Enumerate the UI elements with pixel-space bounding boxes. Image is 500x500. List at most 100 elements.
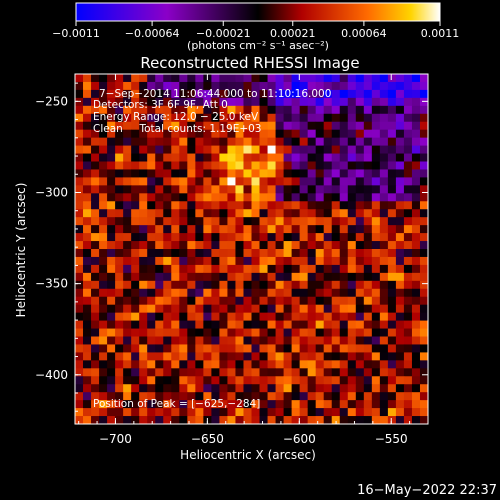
heatmap-cell xyxy=(331,233,341,242)
heatmap-cell xyxy=(339,288,349,298)
footer-timestamp: 16−May−2022 22:37 xyxy=(357,483,497,498)
heatmap-cell xyxy=(83,256,92,266)
heatmap-cell xyxy=(107,225,116,234)
heatmap-cell xyxy=(411,129,421,139)
heatmap-cell xyxy=(171,392,180,401)
heatmap-cell xyxy=(243,137,252,146)
heatmap-cell xyxy=(331,304,341,314)
heatmap-cell xyxy=(243,296,252,306)
heatmap-cell xyxy=(315,113,325,123)
heatmap-cell xyxy=(235,328,244,337)
heatmap-cell xyxy=(355,74,365,83)
heatmap-cell xyxy=(371,249,381,258)
heatmap-cell xyxy=(395,360,405,369)
heatmap-cell xyxy=(203,360,212,369)
heatmap-cell xyxy=(115,81,124,91)
heatmap-cell xyxy=(307,296,317,306)
heatmap-cell xyxy=(227,392,236,401)
heatmap-cell xyxy=(123,161,132,170)
heatmap-cell xyxy=(267,392,276,401)
heatmap-cell xyxy=(219,249,228,258)
heatmap-cell xyxy=(315,249,325,258)
heatmap-cell xyxy=(235,320,244,329)
heatmap-cell xyxy=(355,392,365,401)
heatmap-cell xyxy=(371,233,381,242)
heatmap-cell xyxy=(195,249,204,258)
heatmap-cell xyxy=(219,225,228,234)
heatmap-cell xyxy=(323,296,333,306)
heatmap-cell xyxy=(379,113,389,123)
heatmap-cell xyxy=(83,304,92,314)
heatmap-cell xyxy=(323,320,333,329)
heatmap-cell xyxy=(179,161,188,170)
heatmap-cell xyxy=(379,145,389,154)
heatmap-cell xyxy=(171,145,180,154)
heatmap-cell xyxy=(323,74,333,83)
heatmap-cell xyxy=(107,368,116,377)
heatmap-cell xyxy=(291,392,301,401)
heatmap-cell xyxy=(387,360,397,369)
heatmap-cell xyxy=(283,296,293,306)
heatmap-cell xyxy=(283,113,293,123)
heatmap-cell xyxy=(83,328,92,337)
heatmap-cell xyxy=(171,336,180,345)
heatmap-cell xyxy=(259,344,268,353)
heatmap-cell xyxy=(395,201,405,210)
heatmap-cell xyxy=(163,145,172,154)
heatmap-cell xyxy=(123,193,132,202)
heatmap-cell xyxy=(243,320,252,329)
heatmap-cell xyxy=(115,336,124,345)
heatmap-cell xyxy=(203,97,212,107)
heatmap-cell xyxy=(211,320,220,329)
heatmap-cell xyxy=(251,129,260,139)
heatmap-cell xyxy=(371,376,381,385)
heatmap-cell xyxy=(227,217,236,226)
heatmap-cell xyxy=(363,264,373,274)
colorbar-tick-label: 0.0011 xyxy=(421,27,460,40)
heatmap-cell xyxy=(411,272,421,282)
heatmap-cell xyxy=(195,392,204,401)
heatmap-cell xyxy=(339,408,349,417)
heatmap-cell xyxy=(99,408,108,417)
heatmap-cell xyxy=(347,296,357,306)
heatmap-cell xyxy=(323,153,333,162)
heatmap-cell xyxy=(419,121,429,131)
heatmap-cell xyxy=(275,113,284,123)
heatmap-cell xyxy=(283,233,293,242)
heatmap-cell xyxy=(131,408,140,417)
heatmap-cell xyxy=(139,376,148,385)
annotation-peak: Position of Peak = [−625,−284] xyxy=(93,398,260,410)
heatmap-cell xyxy=(243,121,252,131)
heatmap-cell xyxy=(283,105,293,115)
heatmap-cell xyxy=(355,344,365,353)
heatmap-cell xyxy=(227,288,236,298)
heatmap-cell xyxy=(363,376,373,385)
heatmap-cell xyxy=(219,153,228,162)
heatmap-cell xyxy=(75,193,84,202)
heatmap-cell xyxy=(195,193,204,202)
heatmap-cell xyxy=(227,400,236,409)
heatmap-cell xyxy=(299,328,309,337)
heatmap-cell xyxy=(363,416,373,425)
heatmap-cell xyxy=(315,177,325,186)
heatmap-cell xyxy=(347,360,357,369)
heatmap-cell xyxy=(227,336,236,345)
heatmap-cell xyxy=(187,256,196,266)
heatmap-cell xyxy=(411,209,421,218)
heatmap-cell xyxy=(419,320,429,329)
heatmap-cell xyxy=(155,264,164,274)
heatmap-cell xyxy=(139,256,148,266)
heatmap-cell xyxy=(139,272,148,282)
heatmap-cell xyxy=(259,304,268,314)
heatmap-cell xyxy=(123,296,132,306)
heatmap-cell xyxy=(75,249,84,258)
heatmap-cell xyxy=(307,233,317,242)
heatmap-cell xyxy=(139,201,148,210)
heatmap-cell xyxy=(283,217,293,226)
heatmap-cell xyxy=(227,368,236,377)
heatmap-cell xyxy=(355,185,365,194)
heatmap-cell xyxy=(171,256,180,266)
heatmap-cell xyxy=(243,145,252,154)
heatmap-cell xyxy=(323,137,333,146)
heatmap-cell xyxy=(395,193,405,202)
